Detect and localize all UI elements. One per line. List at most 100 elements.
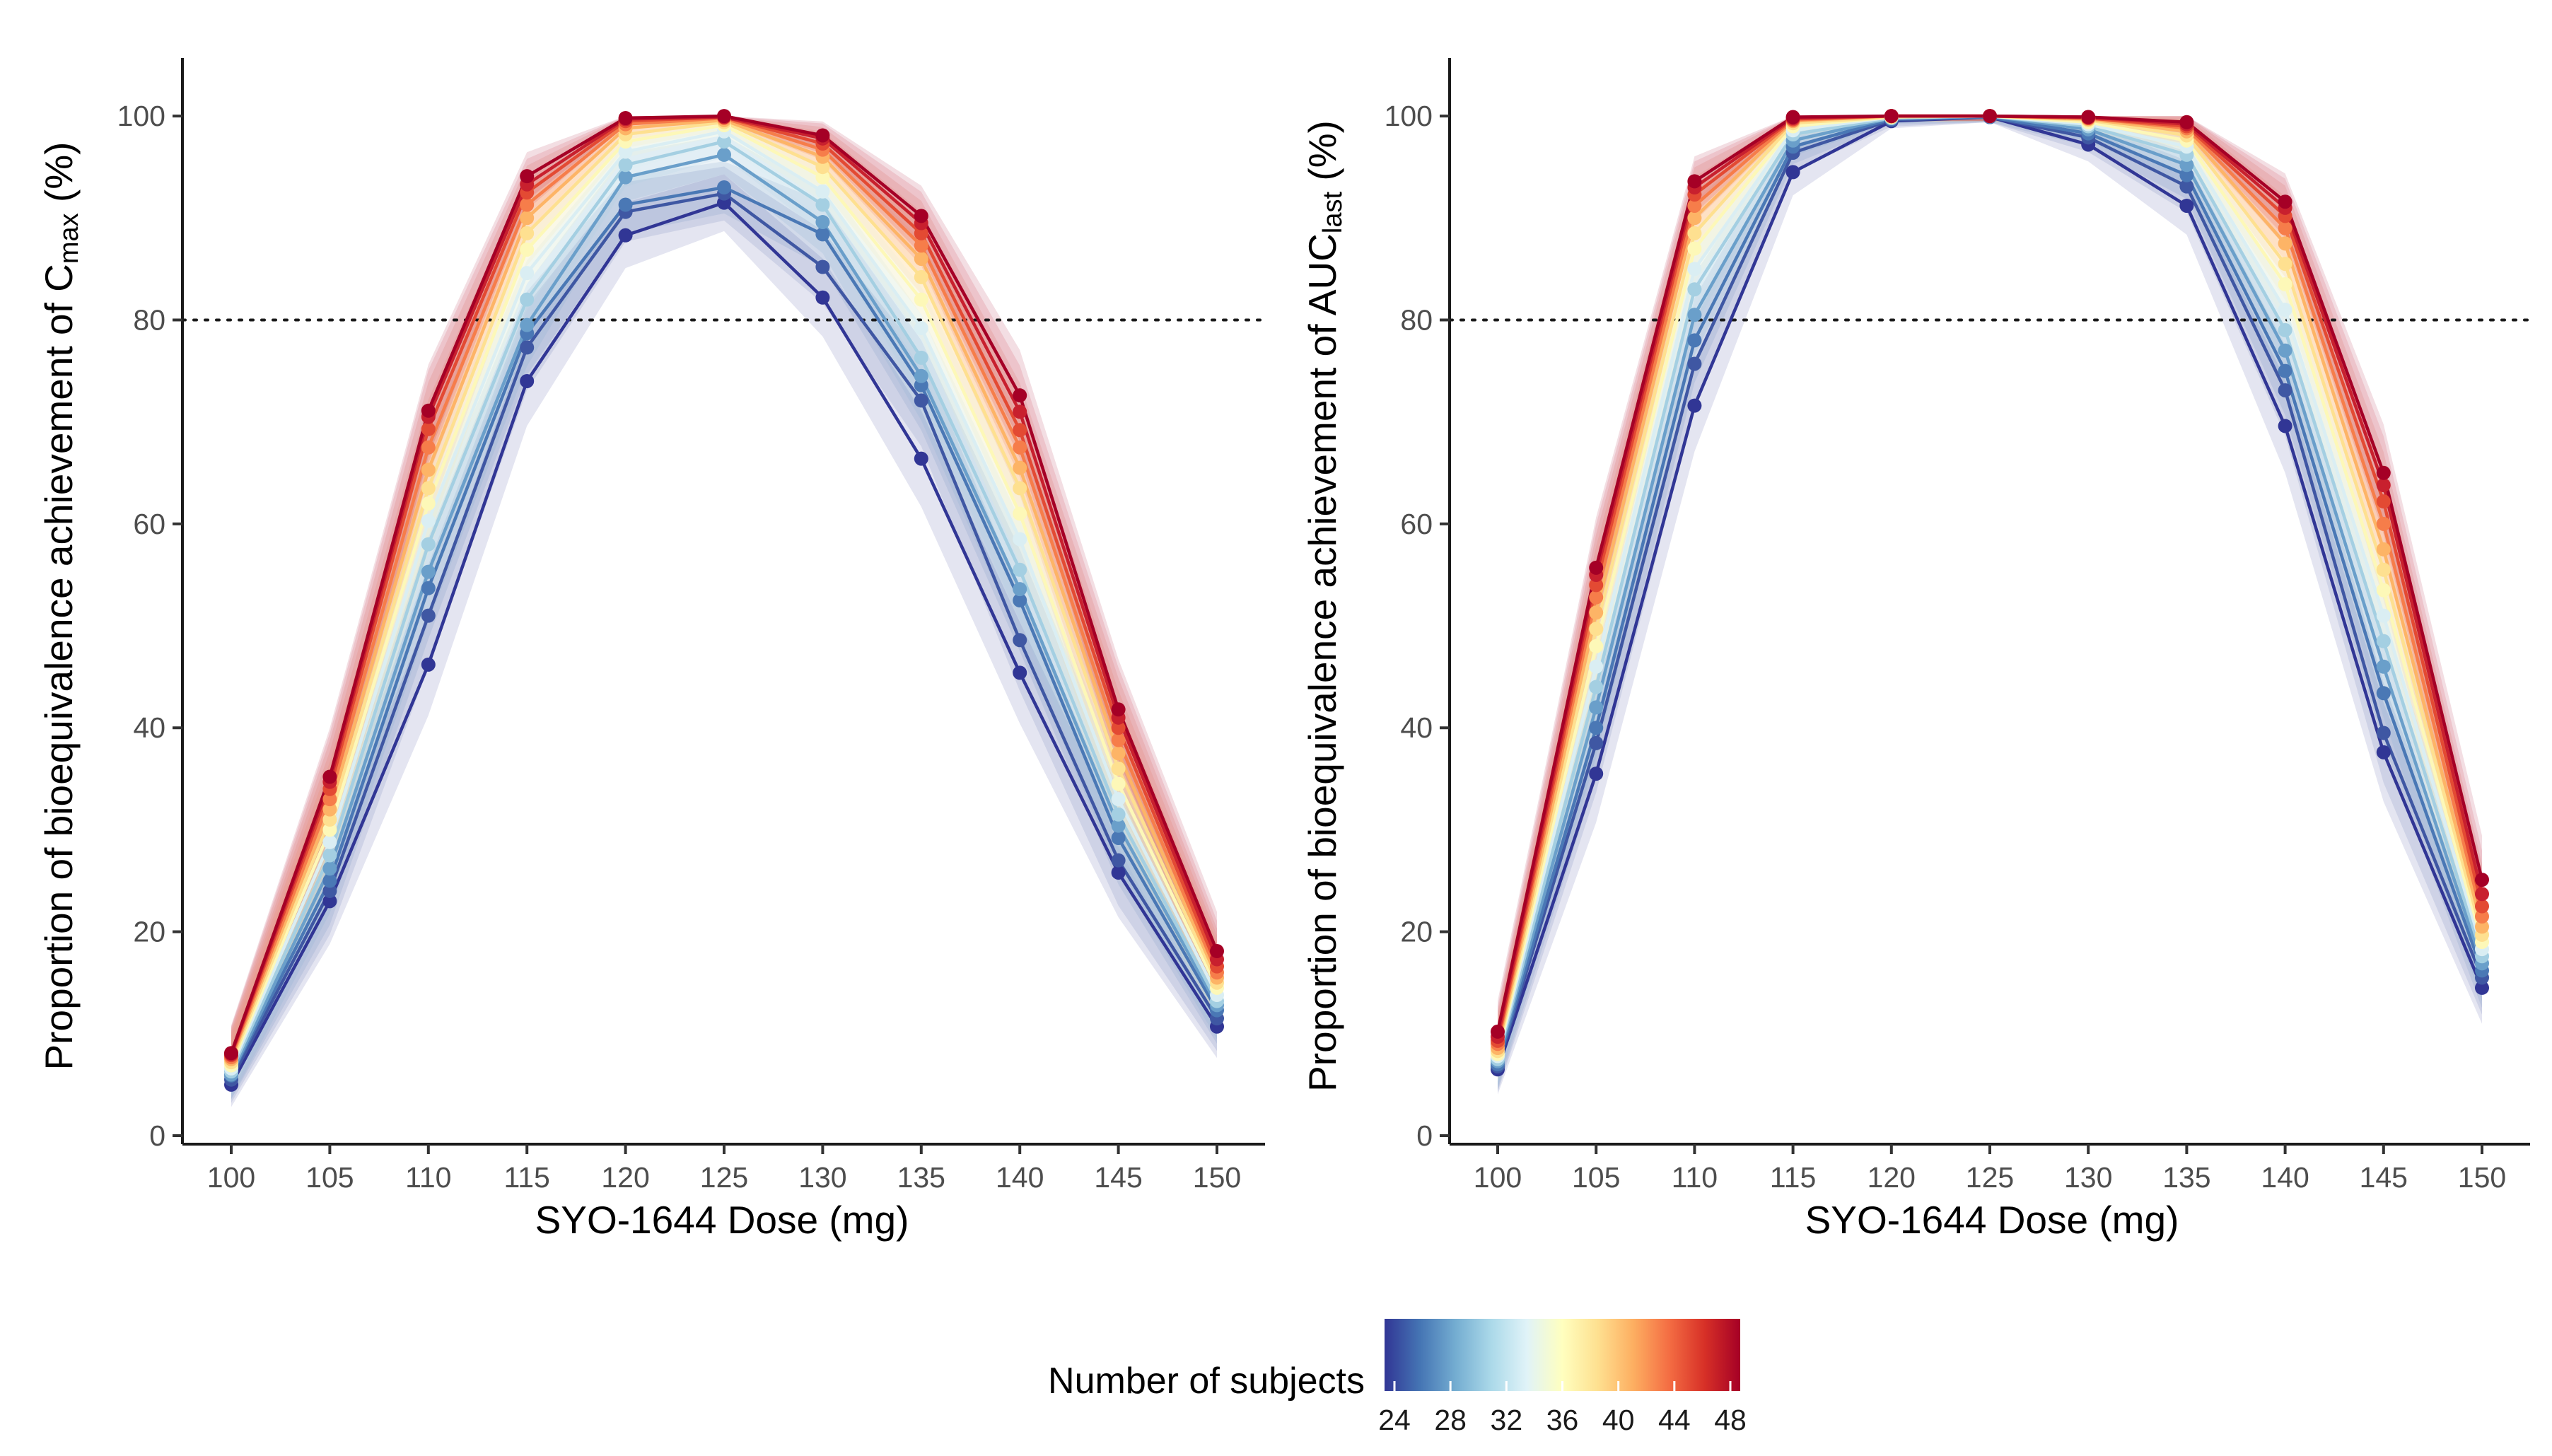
point-48-subjects xyxy=(1589,560,1604,575)
point-46-subjects xyxy=(1013,404,1027,419)
point-40-subjects xyxy=(1111,746,1126,761)
point-38-subjects xyxy=(2376,562,2391,577)
point-48-subjects xyxy=(618,110,633,125)
point-26-subjects xyxy=(1111,853,1126,868)
x-tick-label: 105 xyxy=(305,1161,354,1194)
x-tick-label: 150 xyxy=(1193,1161,1241,1194)
point-48-subjects xyxy=(322,769,337,784)
legend-tick-label: 44 xyxy=(1658,1404,1691,1436)
point-38-subjects xyxy=(2278,257,2292,272)
point-48-subjects xyxy=(224,1046,238,1061)
legend-title: Number of subjects xyxy=(1048,1361,1365,1402)
x-tick-label: 140 xyxy=(2261,1161,2309,1194)
right-x-ticks: 100 105 110 115 120 125 130 135 140 145 150 xyxy=(1474,1144,2506,1194)
point-26-subjects xyxy=(421,608,436,623)
point-48-subjects xyxy=(2376,465,2391,480)
point-30-subjects xyxy=(2278,343,2292,358)
point-40-subjects xyxy=(2278,236,2292,251)
point-36-subjects xyxy=(1013,506,1027,521)
point-48-subjects xyxy=(1111,702,1126,717)
point-40-subjects xyxy=(322,802,337,817)
point-32-subjects xyxy=(322,848,337,863)
point-24-subjects xyxy=(421,657,436,672)
point-42-subjects xyxy=(1589,590,1604,605)
point-40-subjects xyxy=(2475,919,2489,934)
point-26-subjects xyxy=(815,260,830,274)
y-tick-label: 60 xyxy=(133,508,165,540)
point-24-subjects xyxy=(2179,198,2194,213)
point-28-subjects xyxy=(1589,721,1604,735)
point-42-subjects xyxy=(1111,733,1126,747)
point-42-subjects xyxy=(322,792,337,807)
y-tick-label: 80 xyxy=(1400,303,1433,336)
point-36-subjects xyxy=(2278,277,2292,292)
legend-tick-label: 32 xyxy=(1491,1404,1523,1436)
point-28-subjects xyxy=(815,227,830,242)
point-38-subjects xyxy=(1589,622,1604,636)
point-40-subjects xyxy=(520,211,535,226)
point-30-subjects xyxy=(2376,659,2391,674)
point-30-subjects xyxy=(421,564,436,579)
point-32-subjects xyxy=(520,292,535,307)
point-34-subjects xyxy=(1589,659,1604,674)
point-30-subjects xyxy=(520,318,535,332)
y-tick-label: 20 xyxy=(133,916,165,948)
line-24-subjects xyxy=(1496,115,2484,1070)
point-40-subjects xyxy=(914,251,928,266)
y-tick-label: 100 xyxy=(1385,100,1433,132)
point-24-subjects xyxy=(1111,865,1126,880)
x-tick-label: 135 xyxy=(2162,1161,2210,1194)
point-24-subjects xyxy=(1589,767,1604,781)
point-48-subjects xyxy=(717,109,731,124)
right-y-axis-title: Proportion of bioequivalence achievement… xyxy=(1300,120,1348,1092)
point-32-subjects xyxy=(1589,680,1604,694)
right-x-axis-title: SYO-1644 Dose (mg) xyxy=(1805,1198,2179,1242)
left-y-axis-title: Proportion of bioequivalence achievement… xyxy=(37,141,84,1070)
right-series-lines xyxy=(1496,114,2484,1070)
point-34-subjects xyxy=(2278,303,2292,318)
point-34-subjects xyxy=(421,513,436,528)
point-48-subjects xyxy=(1785,110,1800,124)
point-36-subjects xyxy=(520,242,535,257)
point-34-subjects xyxy=(1013,532,1027,547)
point-42-subjects xyxy=(520,197,535,212)
x-tick-label: 110 xyxy=(405,1161,451,1194)
point-44-subjects xyxy=(1589,578,1604,593)
point-26-subjects xyxy=(322,883,337,898)
point-48-subjects xyxy=(815,128,830,143)
point-30-subjects xyxy=(914,368,928,383)
point-24-subjects xyxy=(1687,398,1702,413)
point-26-subjects xyxy=(520,340,535,355)
point-28-subjects xyxy=(2278,363,2292,378)
point-48-subjects xyxy=(2475,873,2489,887)
legend-tick-label: 36 xyxy=(1546,1404,1579,1436)
point-24-subjects xyxy=(322,894,337,909)
x-tick-label: 150 xyxy=(2458,1161,2506,1194)
legend-tick-label: 40 xyxy=(1602,1404,1635,1436)
point-48-subjects xyxy=(1491,1024,1505,1039)
point-30-subjects xyxy=(1687,308,1702,322)
color-legend: Number of subjects 24 28 32 36 40 44 48 xyxy=(1048,1319,1747,1436)
y-tick-label: 100 xyxy=(117,100,165,132)
point-32-subjects xyxy=(914,350,928,365)
point-34-subjects xyxy=(2376,608,2391,623)
point-48-subjects xyxy=(2179,115,2194,129)
x-tick-label: 125 xyxy=(700,1161,748,1194)
point-34-subjects xyxy=(618,144,633,159)
y-tick-label: 0 xyxy=(149,1119,165,1152)
point-30-subjects xyxy=(618,170,633,185)
point-48-subjects xyxy=(1013,388,1027,403)
point-34-subjects xyxy=(520,266,535,281)
point-48-subjects xyxy=(1983,109,1997,124)
point-36-subjects xyxy=(421,496,436,511)
point-48-subjects xyxy=(1687,174,1702,189)
point-26-subjects xyxy=(2376,726,2391,740)
point-32-subjects xyxy=(618,158,633,173)
point-38-subjects xyxy=(1111,761,1126,776)
point-44-subjects xyxy=(2475,899,2489,914)
point-42-subjects xyxy=(2376,516,2391,531)
x-tick-label: 115 xyxy=(1770,1161,1816,1194)
point-26-subjects xyxy=(914,393,928,408)
point-36-subjects xyxy=(1589,639,1604,653)
x-tick-label: 130 xyxy=(2064,1161,2112,1194)
